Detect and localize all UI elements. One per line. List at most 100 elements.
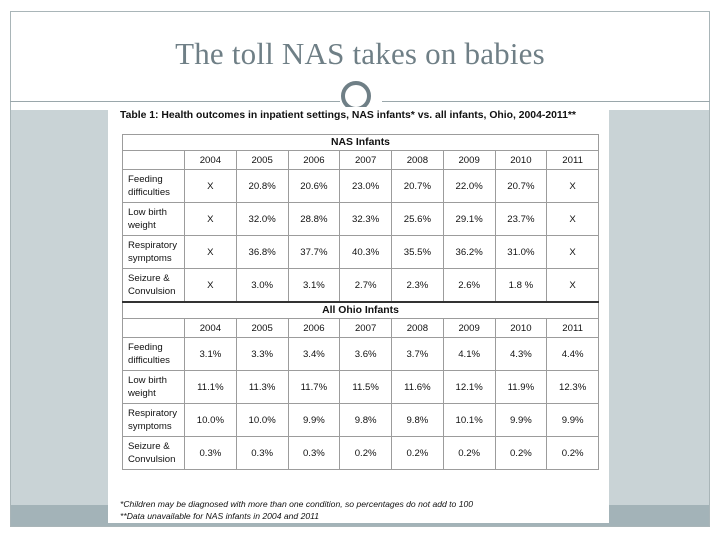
section-heading-row: NAS Infants xyxy=(122,134,599,151)
value-cell: 0.2% xyxy=(391,436,444,470)
year-header-cell: 2008 xyxy=(391,150,444,170)
value-cell: 9.9% xyxy=(287,403,341,437)
value-cell: 32.0% xyxy=(235,202,289,236)
value-cell: 20.7% xyxy=(494,169,548,203)
value-cell: 23.0% xyxy=(339,169,392,203)
value-cell: 2.7% xyxy=(339,268,392,303)
table-row: Low birth weight X 32.0% 28.8% 32.3% 25.6% 29.… xyxy=(122,202,599,236)
section-heading: NAS Infants xyxy=(122,134,599,151)
row-label: Feeding difficulties xyxy=(122,169,185,203)
year-header-row: 2004 2005 2006 2007 2008 2009 2010 2011 xyxy=(122,318,599,338)
year-header-cell: 2007 xyxy=(339,318,392,338)
table-row: Seizure & Convulsion 0.3% 0.3% 0.3% 0.2% 0.2%… xyxy=(122,436,599,470)
value-cell: 9.9% xyxy=(494,403,548,437)
value-cell: 10.0% xyxy=(235,403,289,437)
value-cell: X xyxy=(546,235,599,269)
year-header-cell: 2008 xyxy=(391,318,444,338)
value-cell: X xyxy=(184,268,237,303)
value-cell: 35.5% xyxy=(391,235,444,269)
value-cell: 10.0% xyxy=(184,403,237,437)
year-header-cell: 2009 xyxy=(442,150,496,170)
value-cell: 0.3% xyxy=(287,436,341,470)
section-heading-row: All Ohio Infants xyxy=(122,301,599,319)
value-cell: 9.9% xyxy=(546,403,599,437)
year-header-cell: 2011 xyxy=(546,318,599,338)
footnote: **Data unavailable for NAS infants in 20… xyxy=(120,511,320,521)
title-divider-left xyxy=(10,101,340,102)
value-cell: 31.0% xyxy=(494,235,548,269)
year-header-cell: 2005 xyxy=(235,318,289,338)
year-header-cell: 2006 xyxy=(287,318,341,338)
year-header-cell: 2006 xyxy=(287,150,341,170)
corner-cell xyxy=(122,150,185,170)
value-cell: 4.1% xyxy=(442,337,496,371)
value-cell: 9.8% xyxy=(339,403,392,437)
value-cell: 11.6% xyxy=(391,370,444,404)
value-cell: 36.8% xyxy=(235,235,289,269)
year-header-cell: 2007 xyxy=(339,150,392,170)
row-label: Seizure & Convulsion xyxy=(122,268,185,303)
value-cell: 20.8% xyxy=(235,169,289,203)
year-header-cell: 2009 xyxy=(442,318,496,338)
value-cell: X xyxy=(546,202,599,236)
value-cell: 3.0% xyxy=(235,268,289,303)
value-cell: 0.2% xyxy=(442,436,496,470)
value-cell: 2.3% xyxy=(391,268,444,303)
table-row: Respiratory symptoms 10.0% 10.0% 9.9% 9.8% 9.… xyxy=(122,403,599,437)
value-cell: 3.1% xyxy=(287,268,341,303)
row-label: Low birth weight xyxy=(122,370,185,404)
value-cell: 3.7% xyxy=(391,337,444,371)
table-row: Seizure & Convulsion X 3.0% 3.1% 2.7% 2.3% 2.6… xyxy=(122,268,599,303)
footnote: *Children may be diagnosed with more tha… xyxy=(120,499,474,509)
value-cell: 3.4% xyxy=(287,337,341,371)
value-cell: 11.3% xyxy=(235,370,289,404)
row-label: Low birth weight xyxy=(122,202,185,236)
year-header-cell: 2010 xyxy=(494,318,548,338)
corner-cell xyxy=(122,318,185,338)
table-row: Low birth weight 11.1% 11.3% 11.7% 11.5% 11.6… xyxy=(122,370,599,404)
value-cell: 9.8% xyxy=(391,403,444,437)
table-row: Respiratory symptoms X 36.8% 37.7% 40.3% 35.5… xyxy=(122,235,599,269)
health-outcomes-table: NAS Infants 2004 2005 2006 2007 2008 2009 2010 2… xyxy=(122,134,599,470)
year-header-row: 2004 2005 2006 2007 2008 2009 2010 2011 xyxy=(122,150,599,170)
value-cell: 0.2% xyxy=(494,436,548,470)
year-header-cell: 2010 xyxy=(494,150,548,170)
value-cell: X xyxy=(184,202,237,236)
value-cell: X xyxy=(184,169,237,203)
title-divider-right xyxy=(382,101,710,102)
value-cell: 29.1% xyxy=(442,202,496,236)
table-figure: Table 1: Health outcomes in inpatient se… xyxy=(108,107,609,523)
value-cell: 4.3% xyxy=(494,337,548,371)
value-cell: 11.9% xyxy=(494,370,548,404)
value-cell: 0.3% xyxy=(235,436,289,470)
year-header-cell: 2004 xyxy=(184,318,237,338)
value-cell: X xyxy=(546,169,599,203)
table-caption: Table 1: Health outcomes in inpatient se… xyxy=(120,110,576,121)
value-cell: 37.7% xyxy=(287,235,341,269)
year-header-cell: 2011 xyxy=(546,150,599,170)
value-cell: X xyxy=(546,268,599,303)
table-row: Feeding difficulties X 20.8% 20.6% 23.0% 20.7… xyxy=(122,169,599,203)
year-header-cell: 2004 xyxy=(184,150,237,170)
value-cell: 12.3% xyxy=(546,370,599,404)
table-row: Feeding difficulties 3.1% 3.3% 3.4% 3.6% 3.7%… xyxy=(122,337,599,371)
value-cell: 0.2% xyxy=(339,436,392,470)
value-cell: 40.3% xyxy=(339,235,392,269)
value-cell: 3.3% xyxy=(235,337,289,371)
table-footnotes: *Children may be diagnosed with more tha… xyxy=(120,498,473,522)
value-cell: 0.2% xyxy=(546,436,599,470)
value-cell: 0.3% xyxy=(184,436,237,470)
value-cell: 20.6% xyxy=(287,169,341,203)
value-cell: 1.8 % xyxy=(494,268,548,303)
value-cell: 20.7% xyxy=(391,169,444,203)
value-cell: X xyxy=(184,235,237,269)
value-cell: 25.6% xyxy=(391,202,444,236)
slide-title: The toll NAS takes on babies xyxy=(175,36,545,71)
value-cell: 3.1% xyxy=(184,337,237,371)
year-header-cell: 2005 xyxy=(235,150,289,170)
row-label: Seizure & Convulsion xyxy=(122,436,185,470)
value-cell: 36.2% xyxy=(442,235,496,269)
row-label: Respiratory symptoms xyxy=(122,403,185,437)
value-cell: 10.1% xyxy=(442,403,496,437)
value-cell: 22.0% xyxy=(442,169,496,203)
